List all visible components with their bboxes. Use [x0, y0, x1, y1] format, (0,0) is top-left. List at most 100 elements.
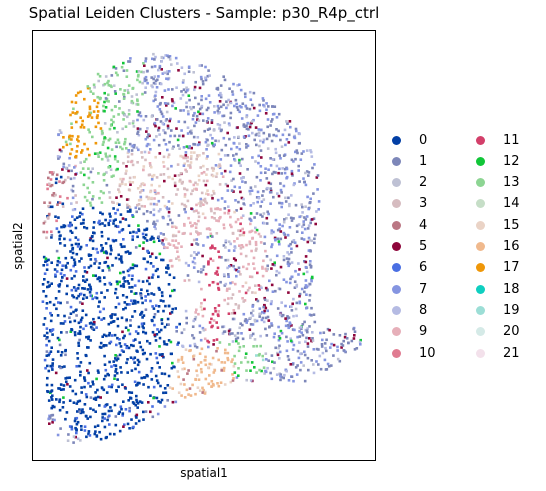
scatter-point-cluster-7 [275, 254, 279, 258]
scatter-point-cluster-8 [306, 327, 309, 330]
scatter-point-cluster-6 [132, 425, 135, 429]
scatter-point-cluster-12 [112, 65, 116, 69]
scatter-point-cluster-9 [197, 312, 200, 316]
scatter-point-cluster-7 [240, 117, 244, 120]
scatter-point-cluster-1 [204, 78, 208, 82]
scatter-point-cluster-0 [79, 374, 82, 377]
scatter-point-cluster-7 [261, 310, 264, 314]
scatter-point-cluster-2 [123, 114, 126, 117]
scatter-point-cluster-1 [248, 107, 252, 111]
scatter-point-cluster-15 [179, 382, 183, 386]
scatter-point-cluster-1 [94, 260, 98, 263]
scatter-point-cluster-15 [198, 389, 202, 392]
scatter-point-cluster-5 [168, 119, 171, 123]
scatter-point-cluster-8 [153, 75, 157, 78]
scatter-point-cluster-9 [254, 240, 258, 244]
scatter-point-cluster-1 [312, 192, 315, 195]
scatter-point-cluster-1 [202, 119, 205, 122]
scatter-point-cluster-3 [184, 205, 188, 208]
scatter-point-cluster-0 [141, 325, 144, 328]
scatter-point-cluster-5 [115, 196, 118, 199]
scatter-point-cluster-3 [139, 191, 142, 194]
scatter-point-cluster-0 [59, 388, 63, 391]
scatter-point-cluster-9 [174, 239, 178, 242]
scatter-point-cluster-15 [196, 386, 200, 389]
scatter-point-cluster-0 [63, 365, 66, 368]
scatter-point-cluster-0 [64, 377, 67, 380]
scatter-point-cluster-7 [300, 331, 303, 334]
scatter-point-cluster-16 [226, 351, 230, 355]
scatter-point-cluster-9 [187, 216, 190, 220]
scatter-point-cluster-9 [222, 223, 226, 227]
scatter-point-cluster-0 [140, 376, 143, 380]
scatter-point-cluster-0 [62, 401, 65, 404]
scatter-point-cluster-5 [287, 141, 291, 144]
scatter-point-cluster-16 [222, 366, 226, 370]
scatter-point-cluster-5 [304, 260, 308, 264]
scatter-point-cluster-7 [283, 171, 287, 175]
scatter-point-cluster-0 [80, 316, 84, 320]
scatter-point-cluster-8 [154, 55, 157, 59]
scatter-point-cluster-17 [95, 105, 99, 109]
scatter-point-cluster-1 [313, 241, 316, 245]
scatter-point-cluster-5 [171, 99, 174, 103]
scatter-point-cluster-0 [135, 394, 138, 398]
scatter-point-cluster-2 [72, 435, 76, 438]
scatter-point-cluster-7 [139, 114, 143, 118]
scatter-point-cluster-1 [65, 331, 68, 334]
scatter-point-cluster-7 [307, 236, 311, 240]
scatter-point-cluster-1 [200, 64, 203, 67]
scatter-point-cluster-7 [228, 265, 231, 268]
scatter-point-cluster-15 [154, 155, 157, 159]
scatter-point-cluster-6 [83, 425, 87, 428]
scatter-point-cluster-8 [318, 354, 322, 358]
scatter-point-cluster-0 [142, 326, 145, 330]
scatter-point-cluster-0 [135, 349, 138, 353]
scatter-point-cluster-17 [76, 138, 79, 141]
scatter-point-cluster-0 [118, 353, 122, 357]
scatter-point-cluster-1 [196, 243, 200, 246]
scatter-point-cluster-7 [188, 344, 192, 348]
scatter-point-cluster-0 [133, 361, 136, 364]
scatter-point-cluster-9 [162, 165, 166, 168]
scatter-point-cluster-0 [88, 238, 92, 242]
scatter-point-cluster-7 [284, 304, 287, 308]
scatter-point-cluster-1 [261, 215, 264, 218]
scatter-point-cluster-0 [162, 309, 165, 313]
scatter-point-cluster-7 [68, 156, 71, 160]
scatter-point-cluster-1 [166, 72, 169, 76]
scatter-point-cluster-1 [309, 249, 312, 253]
scatter-point-cluster-7 [192, 266, 196, 269]
scatter-point-cluster-1 [353, 348, 357, 351]
scatter-point-cluster-7 [166, 148, 169, 152]
scatter-point-cluster-0 [98, 430, 101, 434]
scatter-point-cluster-13 [100, 201, 104, 204]
scatter-point-cluster-0 [154, 374, 158, 378]
scatter-point-cluster-3 [204, 200, 207, 203]
scatter-point-cluster-1 [195, 253, 199, 256]
scatter-point-cluster-5 [170, 98, 174, 101]
scatter-point-cluster-16 [204, 363, 208, 367]
scatter-point-cluster-3 [54, 193, 57, 197]
scatter-point-cluster-9 [194, 226, 198, 229]
scatter-point-cluster-0 [98, 262, 102, 265]
scatter-point-cluster-11 [214, 272, 217, 275]
scatter-point-cluster-7 [223, 200, 227, 203]
scatter-point-cluster-1 [154, 223, 157, 226]
scatter-point-cluster-0 [148, 342, 152, 345]
scatter-point-cluster-7 [158, 64, 162, 68]
scatter-point-cluster-6 [107, 385, 111, 388]
scatter-point-cluster-7 [261, 97, 265, 100]
scatter-point-cluster-1 [167, 207, 171, 211]
scatter-point-cluster-0 [100, 244, 103, 247]
scatter-point-cluster-7 [297, 273, 300, 276]
scatter-point-cluster-0 [50, 346, 53, 349]
scatter-point-cluster-8 [154, 227, 157, 231]
scatter-point-cluster-2 [79, 439, 82, 442]
scatter-point-cluster-8 [142, 118, 146, 122]
scatter-point-cluster-16 [200, 370, 203, 374]
scatter-point-cluster-3 [202, 179, 206, 183]
scatter-point-cluster-1 [185, 321, 188, 325]
scatter-point-cluster-7 [274, 238, 277, 241]
scatter-point-cluster-9 [168, 243, 172, 246]
